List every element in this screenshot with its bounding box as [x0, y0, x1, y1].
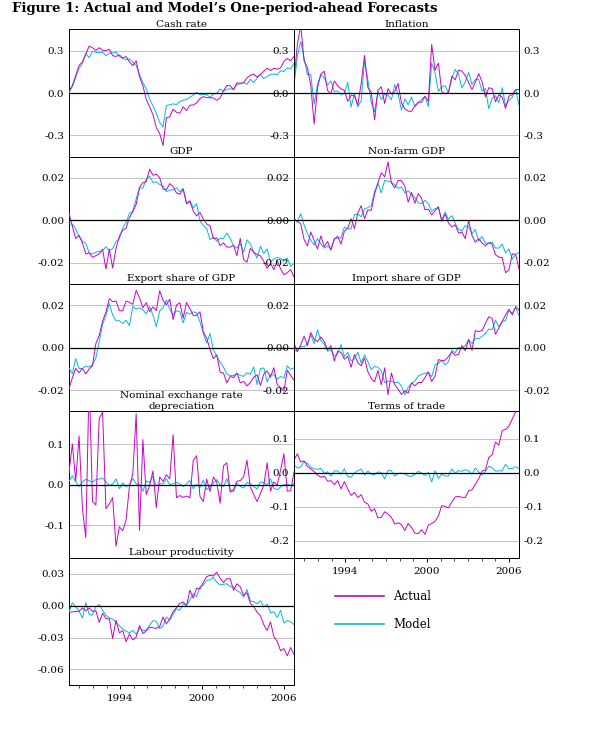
Title: Cash rate: Cash rate: [156, 20, 207, 29]
Title: Non-farm GDP: Non-farm GDP: [368, 147, 445, 156]
Text: Figure 1: Actual and Model’s One-period-ahead Forecasts: Figure 1: Actual and Model’s One-period-…: [12, 2, 437, 15]
Title: Terms of trade: Terms of trade: [368, 402, 445, 410]
Title: GDP: GDP: [170, 147, 193, 156]
Title: Nominal exchange rate
depreciation: Nominal exchange rate depreciation: [120, 391, 243, 410]
Title: Labour productivity: Labour productivity: [129, 548, 234, 557]
Title: Inflation: Inflation: [384, 20, 429, 29]
Text: Model: Model: [393, 618, 431, 630]
Title: Export share of GDP: Export share of GDP: [127, 274, 236, 284]
Title: Import share of GDP: Import share of GDP: [352, 274, 461, 284]
Text: Actual: Actual: [393, 589, 431, 603]
